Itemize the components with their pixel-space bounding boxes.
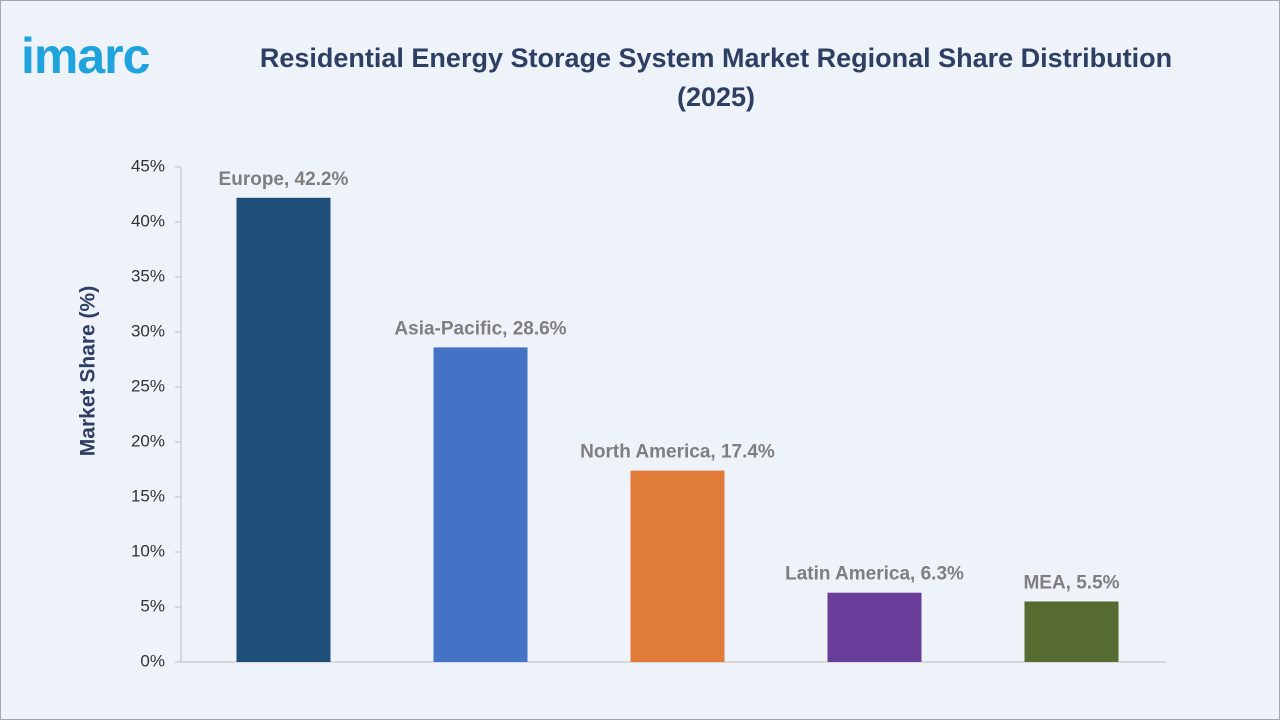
- data-label: MEA, 5.5%: [1023, 573, 1119, 594]
- y-axis-label: Market Share (%): [77, 286, 100, 456]
- data-label: Latin America, 6.3%: [785, 564, 964, 585]
- y-tick-label: 5%: [140, 596, 165, 615]
- bar: [236, 197, 331, 663]
- bar: [1024, 601, 1119, 662]
- bar: [433, 347, 528, 662]
- y-tick-label: 35%: [131, 266, 165, 285]
- y-tick-label: 30%: [131, 321, 165, 340]
- data-label: North America, 17.4%: [580, 442, 775, 463]
- y-tick-label: 0%: [140, 651, 165, 670]
- y-tick-label: 40%: [131, 211, 165, 230]
- y-tick-label: 20%: [131, 431, 165, 450]
- chart-title: Residential Energy Storage System Market…: [259, 43, 1173, 112]
- y-tick-label: 25%: [131, 376, 165, 395]
- bar: [827, 592, 922, 662]
- y-tick-label: 15%: [131, 486, 165, 505]
- data-label: Asia-Pacific, 28.6%: [394, 318, 566, 339]
- logo: imarc: [21, 28, 150, 84]
- bar: [630, 470, 725, 662]
- y-tick-label: 45%: [131, 156, 165, 175]
- y-tick-label: 10%: [131, 541, 165, 560]
- data-label: Europe, 42.2%: [219, 169, 349, 190]
